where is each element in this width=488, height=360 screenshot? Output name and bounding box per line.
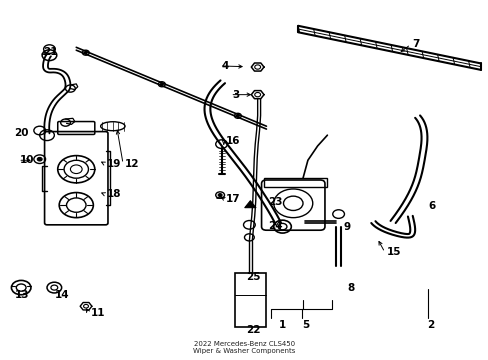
Text: 25: 25 <box>245 272 260 282</box>
Bar <box>234 273 266 327</box>
Text: 18: 18 <box>107 189 121 199</box>
Circle shape <box>37 157 42 161</box>
Text: 2: 2 <box>427 320 434 330</box>
Text: 4: 4 <box>221 61 228 71</box>
Circle shape <box>234 113 241 118</box>
Text: 21: 21 <box>43 46 58 57</box>
Circle shape <box>84 51 87 54</box>
Text: 16: 16 <box>225 136 240 146</box>
Text: 6: 6 <box>428 201 435 211</box>
Text: 23: 23 <box>267 197 282 207</box>
Text: 12: 12 <box>125 159 139 169</box>
Text: 8: 8 <box>347 283 354 293</box>
Circle shape <box>158 82 165 87</box>
Text: 20: 20 <box>14 129 29 138</box>
Circle shape <box>218 194 222 197</box>
Circle shape <box>82 50 89 55</box>
Text: 17: 17 <box>225 194 240 204</box>
Text: 3: 3 <box>232 90 239 100</box>
Text: 13: 13 <box>14 291 29 301</box>
Text: 1: 1 <box>278 320 285 330</box>
Text: 19: 19 <box>107 159 121 169</box>
Text: 11: 11 <box>91 309 105 318</box>
Circle shape <box>236 115 239 117</box>
Text: 2022 Mercedes-Benz CLS450
Wiper & Washer Components: 2022 Mercedes-Benz CLS450 Wiper & Washer… <box>193 341 295 354</box>
Text: 14: 14 <box>54 291 69 301</box>
FancyArrowPatch shape <box>244 201 255 208</box>
Text: 9: 9 <box>343 222 350 232</box>
Bar <box>264 178 327 187</box>
Text: 5: 5 <box>302 320 308 330</box>
Text: 10: 10 <box>20 155 35 165</box>
Text: 15: 15 <box>386 247 401 257</box>
Text: 7: 7 <box>412 40 419 49</box>
Text: 22: 22 <box>245 325 260 335</box>
Text: 24: 24 <box>267 221 282 231</box>
Circle shape <box>160 83 163 85</box>
